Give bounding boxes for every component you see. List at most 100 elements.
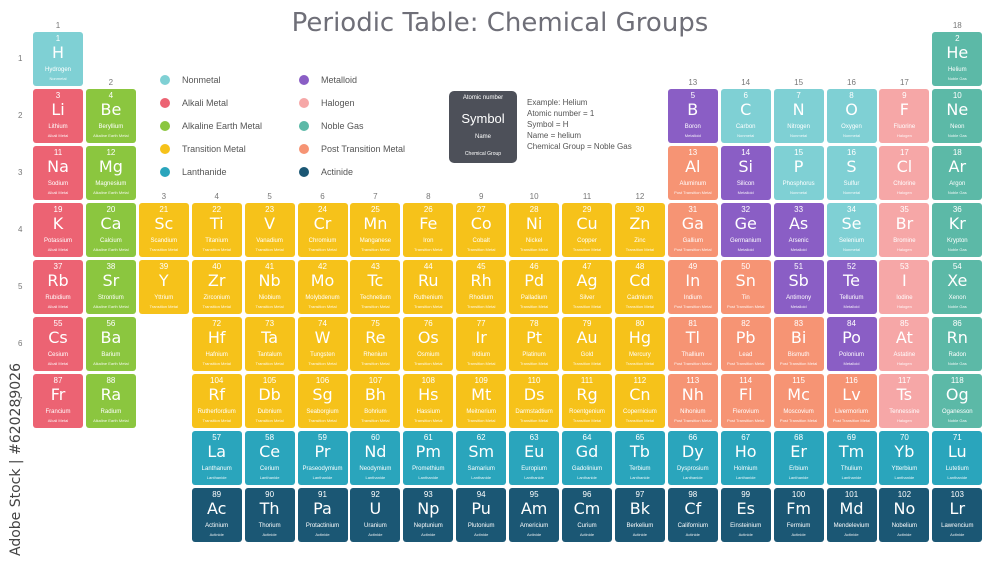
element-cell-cs[interactable]: 55 Cs Cesium Alkali Metal	[33, 317, 83, 371]
element-cell-mg[interactable]: 12 Mg Magnesium Alkaline Earth Metal	[85, 146, 136, 200]
element-cell-h[interactable]: 1 H Hydrogen Nonmetal	[33, 32, 83, 86]
element-cell-c[interactable]: 6 C Carbon Nonmetal	[720, 89, 771, 143]
element-cell-ru[interactable]: 44 Ru Ruthenium Transition Metal	[403, 260, 454, 314]
element-cell-cd[interactable]: 48 Cd Cadmium Transition Metal	[614, 260, 665, 314]
element-cell-rf[interactable]: 104 Rf Rutherfordium Transition Metal	[191, 374, 242, 428]
element-cell-nh[interactable]: 113 Nh Nihonium Post Transition Metal	[667, 374, 718, 428]
element-cell-au[interactable]: 79 Au Gold Transition Metal	[562, 317, 612, 371]
element-cell-eu[interactable]: 63 Eu Europium Lanthanide	[509, 431, 560, 485]
element-cell-tc[interactable]: 43 Tc Technetium Transition Metal	[350, 260, 401, 314]
element-cell-cm[interactable]: 96 Cm Curium Actinide	[562, 488, 612, 542]
element-cell-al[interactable]: 13 Al Aluminum Post Transition Metal	[667, 146, 718, 200]
element-cell-os[interactable]: 76 Os Osmium Transition Metal	[403, 317, 454, 371]
element-cell-md[interactable]: 101 Md Mendelevium Actinide	[826, 488, 877, 542]
element-cell-yb[interactable]: 70 Yb Ytterbium Lanthanide	[879, 431, 930, 485]
element-cell-mt[interactable]: 109 Mt Meitnerium Transition Metal	[456, 374, 507, 428]
element-cell-pu[interactable]: 94 Pu Plutonium Actinide	[456, 488, 507, 542]
element-cell-pt[interactable]: 78 Pt Platinum Transition Metal	[509, 317, 560, 371]
element-cell-zn[interactable]: 30 Zn Zinc Transition Metal	[614, 203, 665, 257]
element-cell-mo[interactable]: 42 Mo Molybdenum Transition Metal	[297, 260, 348, 314]
element-cell-fl[interactable]: 114 Fl Flerovium Post Transition Metal	[720, 374, 771, 428]
element-cell-dy[interactable]: 66 Dy Dysprosium Lanthanide	[667, 431, 718, 485]
element-cell-pb[interactable]: 82 Pb Lead Post Transition Metal	[720, 317, 771, 371]
element-cell-ra[interactable]: 88 Ra Radium Alkaline Earth Metal	[85, 374, 136, 428]
element-cell-w[interactable]: 74 W Tungsten Transition Metal	[297, 317, 348, 371]
element-cell-o[interactable]: 8 O Oxygen Nonmetal	[826, 89, 877, 143]
element-cell-br[interactable]: 35 Br Bromine Halogen	[879, 203, 930, 257]
element-cell-pd[interactable]: 46 Pd Palladium Transition Metal	[509, 260, 560, 314]
element-cell-tb[interactable]: 65 Tb Terbium Lanthanide	[614, 431, 665, 485]
element-cell-cr[interactable]: 24 Cr Chromium Transition Metal	[297, 203, 348, 257]
element-cell-tl[interactable]: 81 Tl Thallium Post Transition Metal	[667, 317, 718, 371]
element-cell-sc[interactable]: 21 Sc Scandium Transition Metal	[138, 203, 189, 257]
element-cell-s[interactable]: 16 S Sulfur Nonmetal	[826, 146, 877, 200]
element-cell-ho[interactable]: 67 Ho Holmium Lanthanide	[720, 431, 771, 485]
element-cell-lu[interactable]: 71 Lu Lutetium Lanthanide	[932, 431, 983, 485]
element-cell-se[interactable]: 34 Se Selenium Nonmetal	[826, 203, 877, 257]
element-cell-rb[interactable]: 37 Rb Rubidium Alkali Metal	[33, 260, 83, 314]
element-cell-ds[interactable]: 110 Ds Darmstadtium Transition Metal	[509, 374, 560, 428]
element-cell-sm[interactable]: 62 Sm Samarium Lanthanide	[456, 431, 507, 485]
element-cell-db[interactable]: 105 Db Dubnium Transition Metal	[244, 374, 295, 428]
element-cell-am[interactable]: 95 Am Americium Actinide	[509, 488, 560, 542]
element-cell-sb[interactable]: 51 Sb Antimony Metalloid	[773, 260, 824, 314]
element-cell-pr[interactable]: 59 Pr Praseodymium Lanthanide	[297, 431, 348, 485]
element-cell-lv[interactable]: 116 Lv Livermorium Post Transition Metal	[826, 374, 877, 428]
element-cell-u[interactable]: 92 U Uranium Actinide	[350, 488, 401, 542]
element-cell-ac[interactable]: 89 Ac Actinium Actinide	[191, 488, 242, 542]
element-cell-ba[interactable]: 56 Ba Barium Alkaline Earth Metal	[85, 317, 136, 371]
element-cell-in[interactable]: 49 In Indium Post Transition Metal	[667, 260, 718, 314]
element-cell-pa[interactable]: 91 Pa Protactinium Actinide	[297, 488, 348, 542]
element-cell-re[interactable]: 75 Re Rhenium Transition Metal	[350, 317, 401, 371]
element-cell-ni[interactable]: 28 Ni Nickel Transition Metal	[509, 203, 560, 257]
element-cell-si[interactable]: 14 Si Silicon Metalloid	[720, 146, 771, 200]
element-cell-cf[interactable]: 98 Cf Californium Actinide	[667, 488, 718, 542]
element-cell-mc[interactable]: 115 Mc Moscovium Post Transition Metal	[773, 374, 824, 428]
element-cell-no[interactable]: 102 No Nobelium Actinide	[879, 488, 930, 542]
element-cell-ag[interactable]: 47 Ag Silver Transition Metal	[562, 260, 612, 314]
element-cell-hf[interactable]: 72 Hf Hafnium Transition Metal	[191, 317, 242, 371]
element-cell-b[interactable]: 5 B Boron Metalloid	[667, 89, 718, 143]
element-cell-y[interactable]: 39 Y Yttrium Transition Metal	[138, 260, 189, 314]
element-cell-kr[interactable]: 36 Kr Krypton Noble Gas	[932, 203, 983, 257]
element-cell-ts[interactable]: 117 Ts Tennessine Halogen	[879, 374, 930, 428]
element-cell-ce[interactable]: 58 Ce Cerium Lanthanide	[244, 431, 295, 485]
element-cell-zr[interactable]: 40 Zr Zirconium Transition Metal	[191, 260, 242, 314]
element-cell-fe[interactable]: 26 Fe Iron Transition Metal	[403, 203, 454, 257]
element-cell-sg[interactable]: 106 Sg Seaborgium Transition Metal	[297, 374, 348, 428]
element-cell-la[interactable]: 57 La Lanthanum Lanthanide	[191, 431, 242, 485]
element-cell-i[interactable]: 53 I Iodine Halogen	[879, 260, 930, 314]
element-cell-f[interactable]: 9 F Fluorine Halogen	[879, 89, 930, 143]
element-cell-sr[interactable]: 38 Sr Strontium Alkaline Earth Metal	[85, 260, 136, 314]
element-cell-nb[interactable]: 41 Nb Niobium Transition Metal	[244, 260, 295, 314]
element-cell-co[interactable]: 27 Co Cobalt Transition Metal	[456, 203, 507, 257]
element-cell-n[interactable]: 7 N Nitrogen Nonmetal	[773, 89, 824, 143]
element-cell-ar[interactable]: 18 Ar Argon Noble Gas	[932, 146, 983, 200]
element-cell-pm[interactable]: 61 Pm Promethium Lanthanide	[403, 431, 454, 485]
element-cell-xe[interactable]: 54 Xe Xenon Noble Gas	[932, 260, 983, 314]
element-cell-fm[interactable]: 100 Fm Fermium Actinide	[773, 488, 824, 542]
element-cell-as[interactable]: 33 As Arsenic Metalloid	[773, 203, 824, 257]
element-cell-cn[interactable]: 112 Cn Copernicium Transition Metal	[614, 374, 665, 428]
element-cell-po[interactable]: 84 Po Polonium Metalloid	[826, 317, 877, 371]
element-cell-bh[interactable]: 107 Bh Bohrium Transition Metal	[350, 374, 401, 428]
element-cell-li[interactable]: 3 Li Lithium Alkali Metal	[33, 89, 83, 143]
element-cell-ge[interactable]: 32 Ge Germanium Metalloid	[720, 203, 771, 257]
element-cell-gd[interactable]: 64 Gd Gadolinium Lanthanide	[562, 431, 612, 485]
element-cell-na[interactable]: 11 Na Sodium Alkali Metal	[33, 146, 83, 200]
element-cell-be[interactable]: 4 Be Beryllium Alkaline Earth Metal	[85, 89, 136, 143]
element-cell-np[interactable]: 93 Np Neptunium Actinide	[403, 488, 454, 542]
element-cell-te[interactable]: 52 Te Tellurium Metalloid	[826, 260, 877, 314]
element-cell-hg[interactable]: 80 Hg Mercury Transition Metal	[614, 317, 665, 371]
element-cell-hs[interactable]: 108 Hs Hassium Transition Metal	[403, 374, 454, 428]
element-cell-cl[interactable]: 17 Cl Chlorine Halogen	[879, 146, 930, 200]
element-cell-rn[interactable]: 86 Rn Radon Noble Gas	[932, 317, 983, 371]
element-cell-es[interactable]: 99 Es Einsteinium Actinide	[720, 488, 771, 542]
element-cell-fr[interactable]: 87 Fr Francium Alkali Metal	[33, 374, 83, 428]
element-cell-bk[interactable]: 97 Bk Berkelium Actinide	[614, 488, 665, 542]
element-cell-lr[interactable]: 103 Lr Lawrencium Actinide	[932, 488, 983, 542]
element-cell-ir[interactable]: 77 Ir Iridium Transition Metal	[456, 317, 507, 371]
element-cell-mn[interactable]: 25 Mn Manganese Transition Metal	[350, 203, 401, 257]
element-cell-sn[interactable]: 50 Sn Tin Post Transition Metal	[720, 260, 771, 314]
element-cell-nd[interactable]: 60 Nd Neodymium Lanthanide	[350, 431, 401, 485]
